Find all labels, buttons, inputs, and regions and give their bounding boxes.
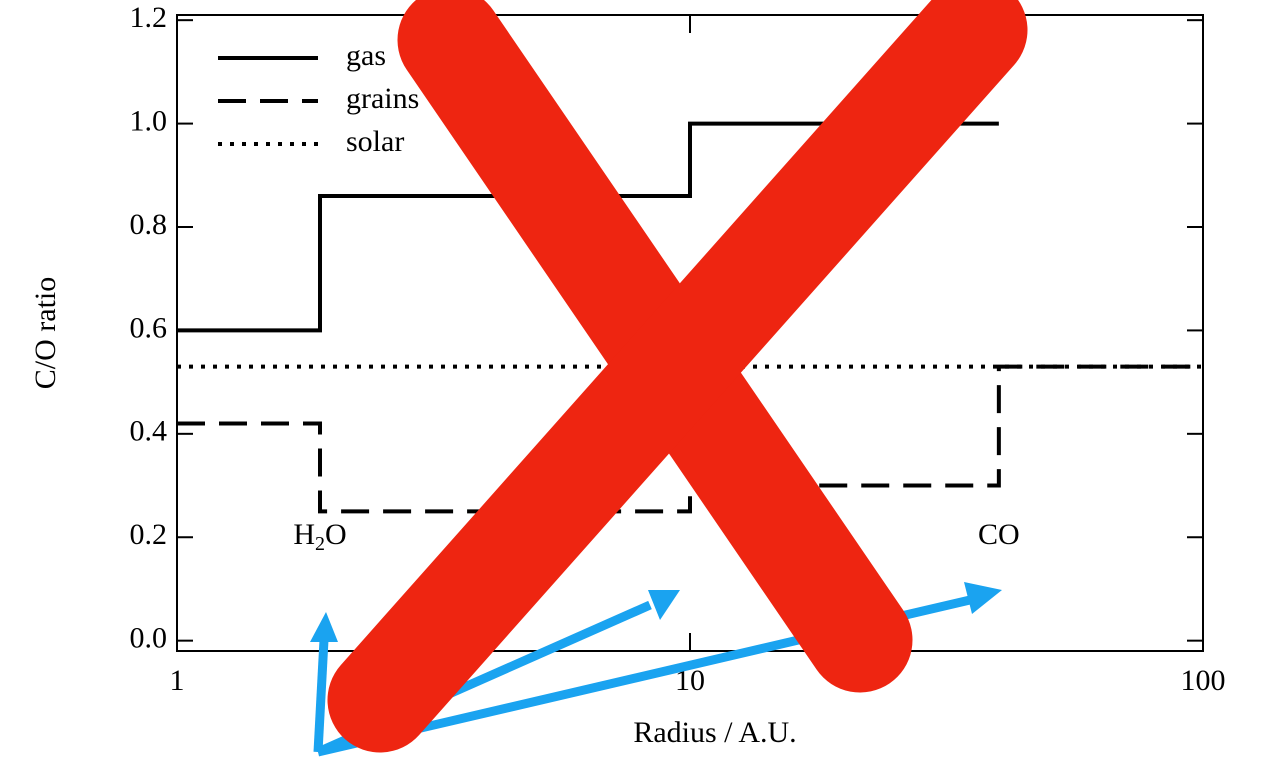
- x-tick-label: 1: [170, 664, 185, 697]
- annotation: CO: [978, 518, 1020, 551]
- x-axis-label: Radius / A.U.: [633, 716, 796, 749]
- overlay: [310, 0, 1028, 757]
- annotation: H2O: [293, 518, 346, 555]
- annotation-part: O: [325, 518, 347, 551]
- arrow: [313, 639, 329, 753]
- y-tick-label: 0.6: [130, 311, 168, 344]
- y-axis-label: C/O ratio: [29, 277, 62, 390]
- cross: [327, 0, 1028, 753]
- annotation-part: CO: [978, 518, 1020, 551]
- annotation-part: H: [293, 518, 315, 551]
- y-tick-label: 0.4: [130, 415, 168, 448]
- x-tick-label: 100: [1181, 664, 1226, 697]
- y-tick-label: 0.8: [130, 208, 168, 241]
- legend-label: grains: [346, 82, 419, 115]
- y-tick-label: 0.0: [130, 622, 168, 655]
- arrowhead: [964, 582, 1002, 614]
- legend-label: gas: [346, 39, 386, 72]
- y-tick-label: 0.2: [130, 518, 168, 551]
- legend-label: solar: [346, 125, 404, 158]
- arrowhead: [648, 590, 680, 620]
- y-tick-label: 1.0: [130, 104, 168, 137]
- y-tick-label: 1.2: [130, 1, 168, 34]
- annotation-part: 2: [315, 533, 325, 555]
- cross-stroke: [327, 0, 1028, 753]
- arrowhead: [310, 612, 338, 642]
- series-line: [177, 364, 1203, 514]
